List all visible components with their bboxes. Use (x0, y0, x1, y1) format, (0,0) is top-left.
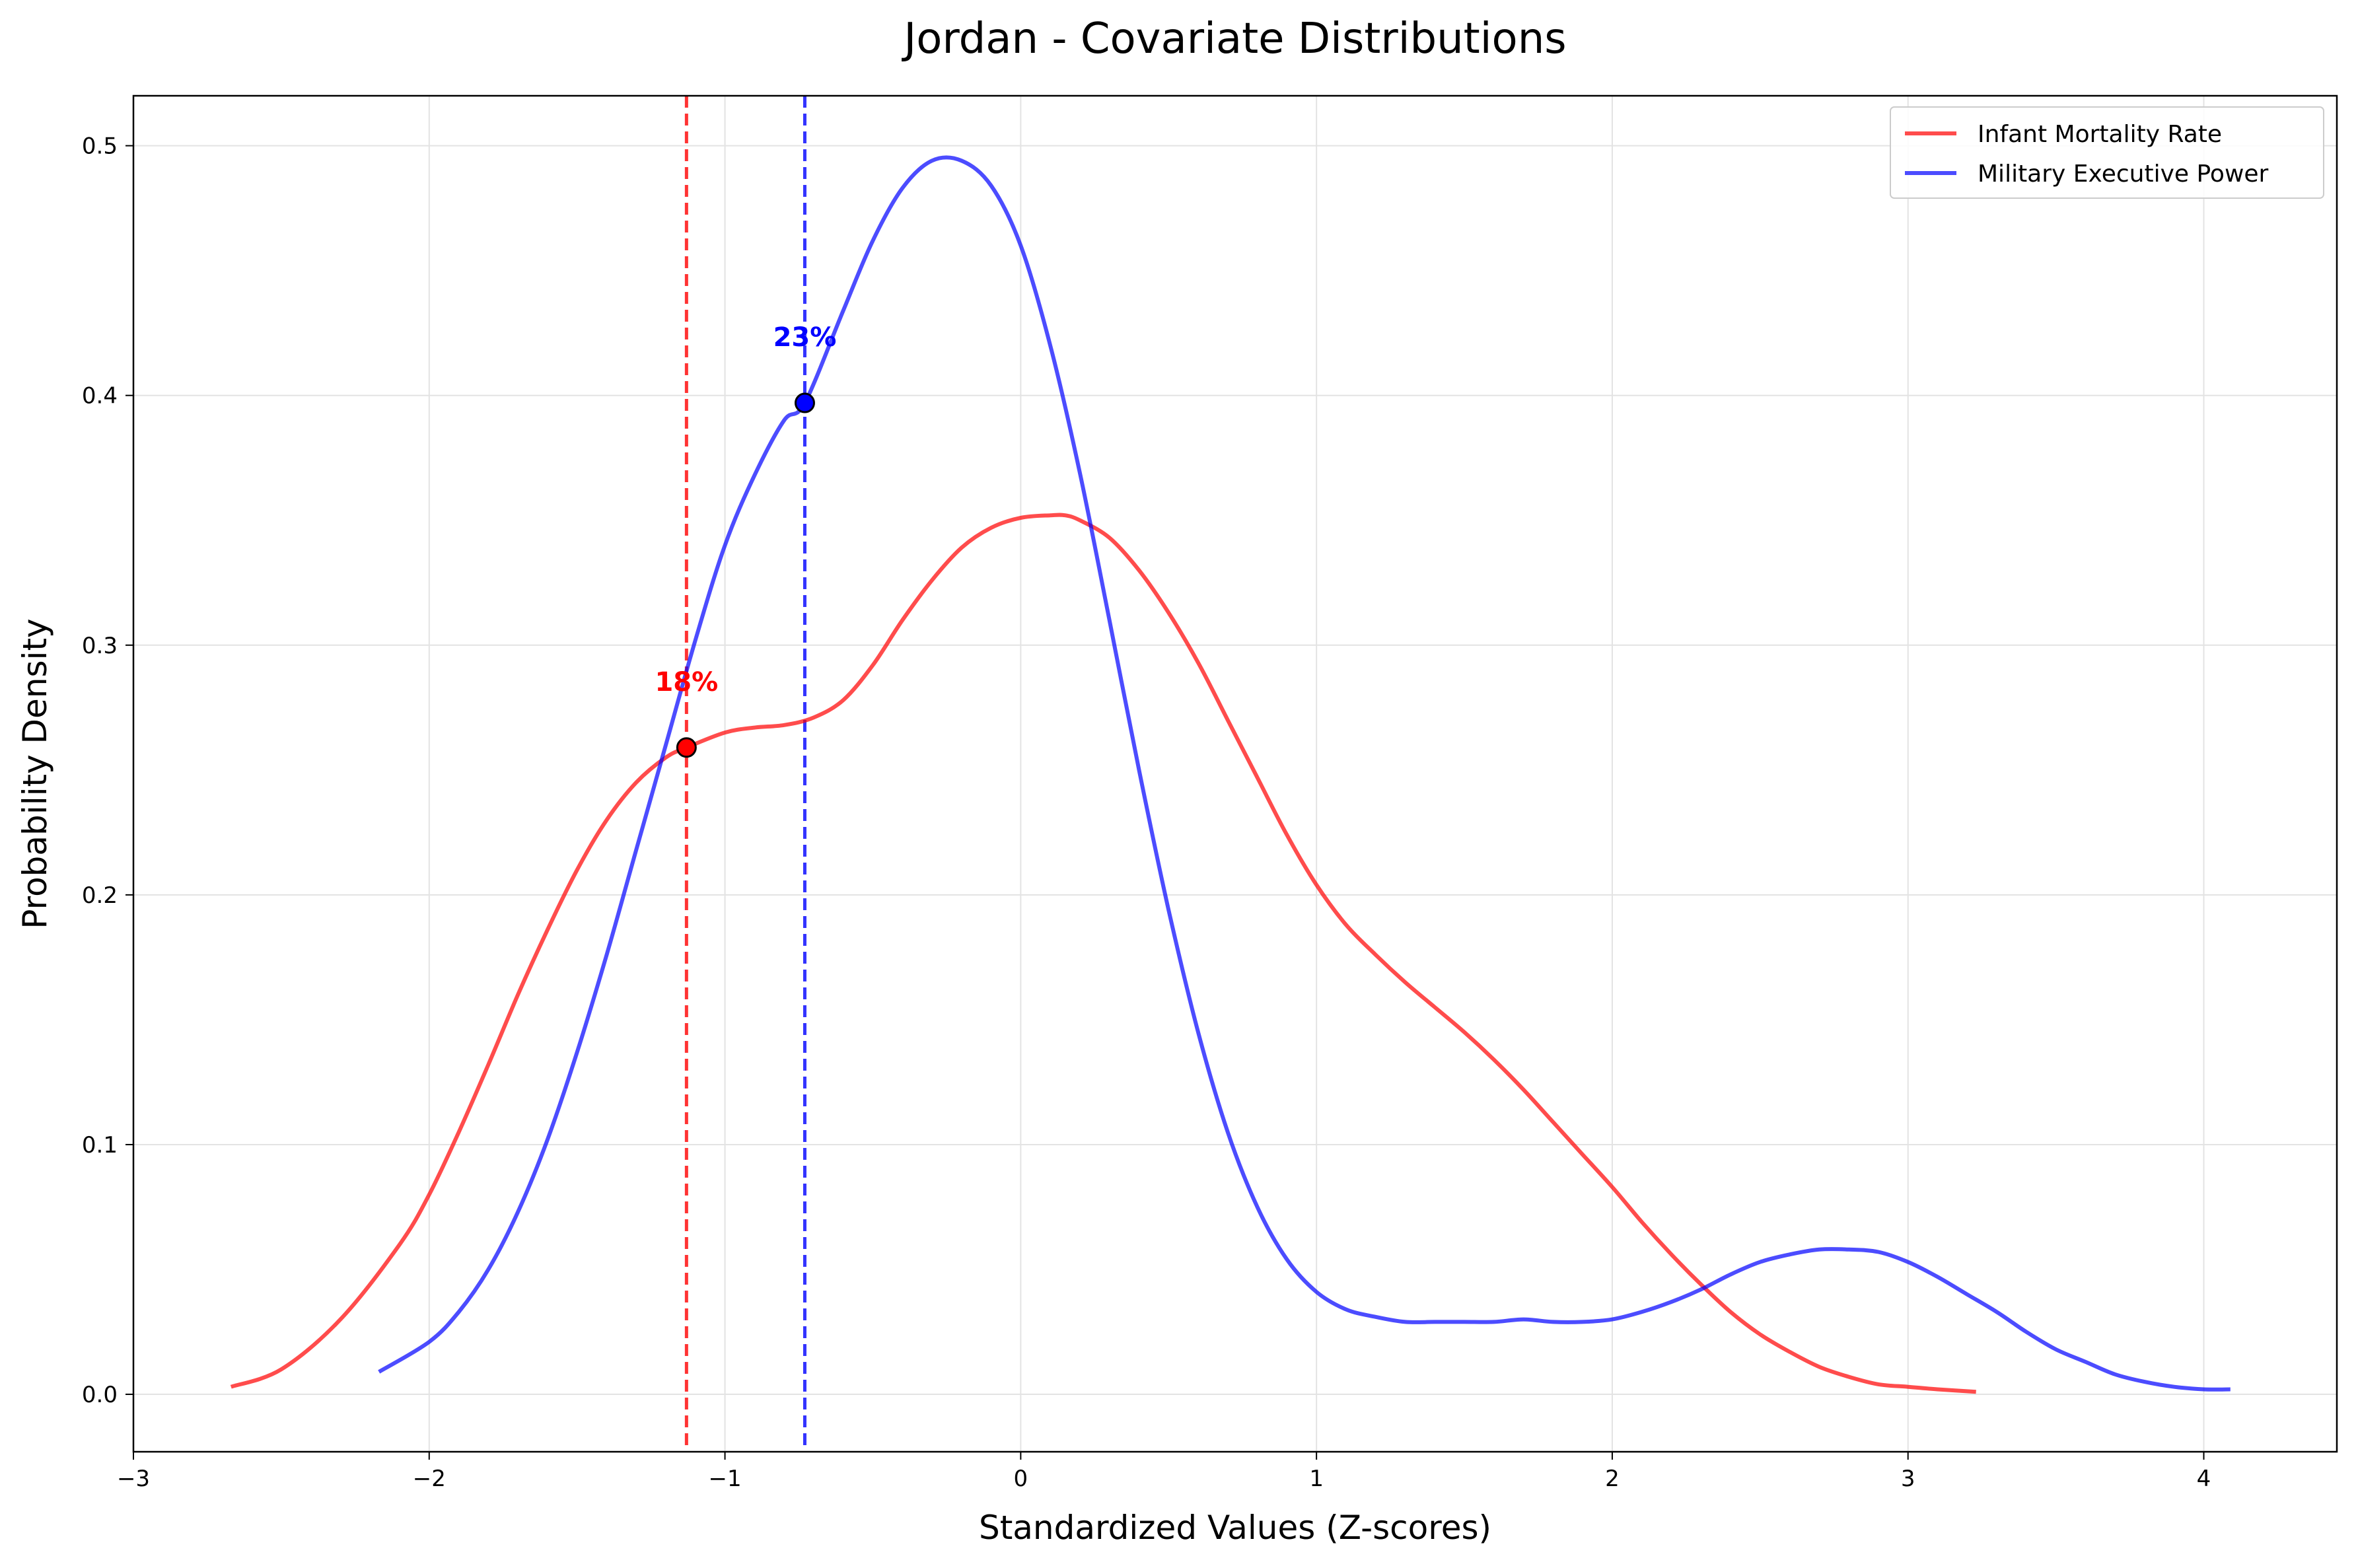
legend: Infant Mortality Rate Military Executive… (1890, 106, 2324, 199)
x-tick-label: −3 (117, 1466, 150, 1492)
legend-label-infant-mortality: Infant Mortality Rate (1978, 121, 2222, 148)
chart-title: Jordan - Covariate Distributions (901, 15, 1566, 63)
plot-frame (132, 94, 2338, 1453)
marker-label-infant-mortality-rate: 18% (655, 667, 718, 697)
x-tick-label: −2 (413, 1466, 446, 1492)
marker-point-infant-mortality-rate (676, 737, 697, 758)
marker-point-military-executive-power (794, 392, 815, 413)
y-tick-label: 0.3 (82, 633, 118, 659)
legend-label-military-executive: Military Executive Power (1978, 160, 2269, 188)
series-lines (230, 155, 2231, 1394)
y-tick-label: 0.0 (82, 1382, 118, 1408)
series-line-infant-mortality-rate (230, 513, 1976, 1394)
y-tick-label: 0.2 (82, 882, 118, 909)
legend-box (1890, 106, 2324, 199)
marker-label-military-executive-power: 23% (773, 322, 837, 353)
x-tick-label: −1 (709, 1466, 742, 1492)
y-tick-label: 0.4 (82, 383, 118, 410)
x-tick-label: 0 (1014, 1466, 1028, 1492)
y-axis-label: Probability Density (16, 618, 54, 929)
y-tick-label: 0.1 (82, 1132, 118, 1158)
markers: 18% 23% (655, 322, 837, 758)
marker-vlines (684, 96, 806, 1452)
y-tick-label: 0.5 (82, 133, 118, 160)
x-tick-label: 3 (1901, 1466, 1915, 1492)
x-tick-label: 2 (1605, 1466, 1620, 1492)
x-tick-label: 1 (1309, 1466, 1324, 1492)
series-line-military-executive-power (378, 155, 2231, 1392)
ticks: −3 −2 −1 0 1 2 3 4 0.0 0.1 0.2 0.3 0.4 0.5 (82, 133, 2211, 1492)
x-tick-label: 4 (2197, 1466, 2211, 1492)
x-axis-label: Standardized Values (Z-scores) (979, 1509, 1491, 1547)
